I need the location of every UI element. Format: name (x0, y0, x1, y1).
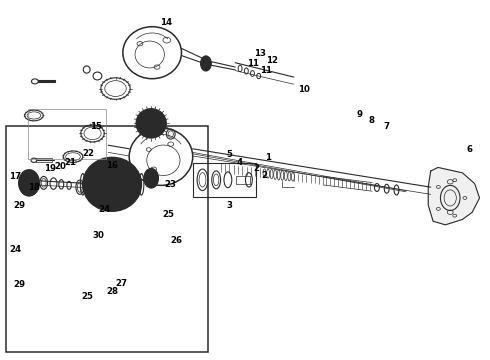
Text: 9: 9 (357, 110, 363, 119)
Text: 25: 25 (162, 210, 174, 219)
Text: 19: 19 (44, 164, 55, 173)
Text: 27: 27 (116, 279, 128, 288)
Text: 6: 6 (467, 145, 473, 154)
Ellipse shape (83, 157, 142, 211)
Text: 29: 29 (13, 280, 25, 289)
Text: 25: 25 (82, 292, 94, 301)
Ellipse shape (136, 109, 166, 138)
Bar (27, 109, 106, 159)
Text: 14: 14 (160, 18, 172, 27)
Text: 28: 28 (106, 287, 118, 296)
Text: 21: 21 (65, 158, 76, 167)
Ellipse shape (19, 170, 39, 196)
Text: 2: 2 (254, 164, 260, 173)
Text: 24: 24 (9, 246, 22, 255)
Text: 17: 17 (9, 172, 22, 181)
Text: 5: 5 (226, 150, 232, 159)
Text: 11: 11 (247, 59, 259, 68)
Bar (193, 163, 256, 197)
Text: 2: 2 (262, 171, 268, 180)
Text: 30: 30 (93, 231, 104, 240)
Text: 24: 24 (98, 205, 111, 214)
Text: 18: 18 (28, 183, 40, 192)
Text: 26: 26 (171, 236, 183, 245)
Text: 16: 16 (106, 161, 118, 170)
Ellipse shape (200, 56, 211, 71)
Text: 15: 15 (90, 122, 102, 131)
Text: 22: 22 (83, 149, 95, 158)
Bar (236, 176, 250, 184)
Bar (36, 158, 51, 162)
Bar (38, 80, 55, 82)
Text: 12: 12 (267, 57, 278, 66)
Text: 7: 7 (384, 122, 390, 131)
Bar (5, 126, 208, 352)
Text: 1: 1 (266, 153, 271, 162)
Text: 4: 4 (237, 158, 243, 167)
Text: 10: 10 (298, 85, 310, 94)
Text: 23: 23 (165, 180, 177, 189)
Text: 29: 29 (13, 201, 25, 210)
Text: 13: 13 (254, 49, 266, 58)
Polygon shape (428, 167, 480, 225)
Text: 3: 3 (226, 201, 232, 210)
Ellipse shape (144, 168, 159, 188)
Text: 8: 8 (368, 116, 374, 125)
Text: 11: 11 (260, 66, 272, 75)
Text: 20: 20 (54, 162, 66, 171)
